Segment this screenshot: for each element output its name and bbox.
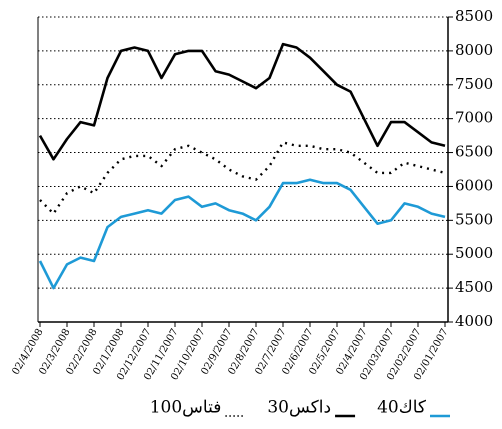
y-tick-label: 4000 bbox=[455, 312, 493, 330]
y-tick-label: 8000 bbox=[455, 41, 493, 59]
y-tick-label: 4500 bbox=[455, 278, 493, 296]
series-line bbox=[38, 42, 446, 161]
series-line bbox=[38, 178, 446, 290]
legend-label: داكس30 bbox=[267, 398, 331, 418]
y-tick-label: 6500 bbox=[455, 143, 493, 161]
y-tick-label: 5000 bbox=[455, 244, 493, 262]
y-tick-label: 7000 bbox=[455, 109, 493, 127]
y-tick-label: 7500 bbox=[455, 75, 493, 93]
y-tick-label: 5500 bbox=[455, 210, 493, 228]
legend-label: فتاس100 bbox=[150, 398, 222, 418]
y-tick-label: 8500 bbox=[455, 7, 493, 25]
y-tick-label: 6000 bbox=[455, 176, 493, 194]
series-line bbox=[39, 141, 446, 215]
legend-label: كاك40 bbox=[377, 398, 427, 418]
